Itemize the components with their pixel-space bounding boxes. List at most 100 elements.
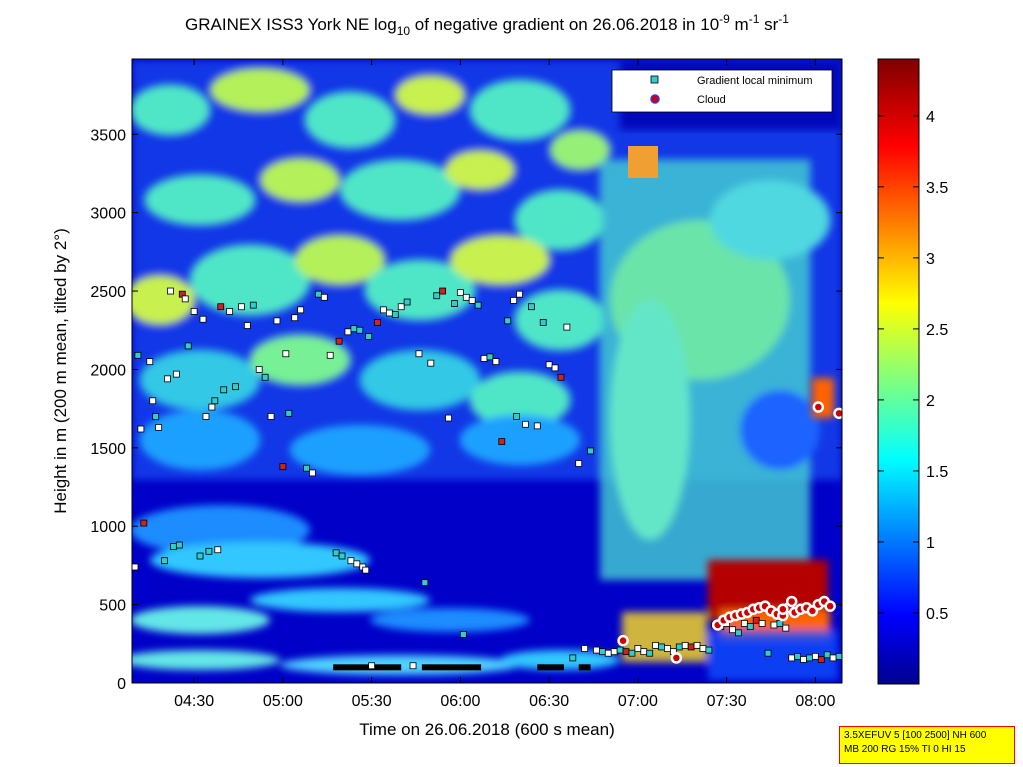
info-line-1: 3.5XEFUV 5 [100 2500] NH 600 (844, 730, 987, 741)
gradient-min-point (752, 616, 760, 624)
colorbar-tick-label: 1.5 (926, 464, 948, 481)
y-tick-label: 3000 (90, 206, 126, 223)
gradient-min-run (333, 664, 402, 671)
gradient-min-point (581, 645, 589, 652)
gradient-min-point (202, 413, 210, 420)
y-tick-label: 3500 (90, 127, 126, 144)
gradient-min-point (403, 298, 411, 306)
gradient-min-point (835, 652, 843, 660)
gradient-min-point (205, 547, 213, 555)
gradient-min-point (794, 652, 802, 660)
gradient-min-point (622, 648, 630, 656)
cloud-point (617, 634, 629, 647)
gradient-min-point (806, 654, 813, 662)
gradient-min-point (214, 546, 222, 554)
gradient-min-point (735, 629, 742, 637)
gradient-min-point (347, 557, 355, 565)
gradient-min-point (729, 626, 736, 634)
gradient-min-point (409, 662, 417, 670)
gradient-min-point (391, 311, 399, 318)
legend-cloud-label: Cloud (697, 94, 726, 106)
gradient-min-point (788, 654, 796, 662)
gradient-min-point (451, 300, 458, 307)
gradient-min-point (811, 652, 819, 660)
gradient-min-point (167, 287, 174, 295)
gradient-min-point (350, 325, 358, 333)
cloud-point (670, 652, 683, 664)
gradient-min-point (134, 351, 142, 359)
x-tick-label: 07:30 (707, 693, 747, 710)
gradient-min-point (368, 662, 376, 670)
y-tick-label: 500 (99, 598, 126, 615)
gradient-min-point (137, 425, 145, 433)
gradient-min-point (527, 303, 535, 311)
gradient-min-point (740, 620, 748, 627)
gradient-min-point (563, 323, 571, 331)
gradient-min-point (693, 641, 701, 649)
colorbar-tick-label: 3 (926, 251, 935, 268)
gradient-min-point (557, 373, 565, 381)
gradient-min-run (537, 664, 564, 671)
gradient-min-point (486, 353, 494, 361)
gradient-min-point (687, 643, 695, 651)
colorbar-tick-label: 2 (926, 393, 935, 410)
gradient-min-point (569, 654, 577, 662)
gradient-min-point (332, 549, 340, 557)
x-tick-label: 07:00 (618, 693, 658, 710)
gradient-min-point (297, 306, 305, 314)
legend: Gradient local minimum Cloud (611, 69, 833, 113)
x-tick-label: 06:30 (529, 693, 569, 710)
gradient-min-point (356, 326, 364, 334)
high-gradient-block (628, 146, 658, 178)
gradient-min-point (164, 375, 171, 383)
gradient-min-point (326, 351, 334, 359)
gradient-min-point (439, 287, 447, 295)
gradient-min-point (492, 358, 500, 365)
cloud-point (824, 600, 836, 612)
gradient-min-point (468, 297, 476, 304)
legend-gradient-marker (650, 75, 659, 84)
gradient-min-point (545, 361, 553, 369)
gradient-min-point (445, 414, 452, 422)
gradient-min-point (220, 386, 228, 394)
gradient-min-point (433, 292, 441, 300)
gradient-min-point (282, 350, 290, 358)
gradient-min-point (303, 464, 310, 472)
cloud-point (785, 595, 798, 608)
gradient-min-point (217, 303, 225, 311)
x-tick-label: 05:00 (263, 693, 303, 710)
gradient-min-point (675, 643, 683, 651)
chart-title: GRAINEX ISS3 York NE log10 of negative g… (185, 12, 789, 38)
gradient-min-point (155, 424, 163, 431)
gradient-min-point (456, 289, 464, 297)
settings-info-box: 3.5XEFUV 5 [100 2500] NH 600 MB 200 RG 1… (839, 726, 1015, 764)
gradient-min-point (149, 397, 157, 405)
gradient-min-point (634, 645, 642, 652)
gradient-min-point (758, 620, 766, 627)
colorbar: 0.5 1 1.5 2 2.5 3 3.5 4 (877, 58, 948, 685)
gradient-min-point (365, 333, 373, 340)
cloud-markers (617, 401, 845, 664)
gradient-min-point (681, 641, 689, 649)
y-axis: 0 500 1000 1500 2000 2500 3000 3500 (90, 127, 842, 693)
gradient-min-point (817, 656, 825, 663)
y-tick-label: 2500 (90, 284, 126, 301)
gradient-min-point (273, 317, 281, 325)
x-tick-label: 08:00 (795, 693, 835, 710)
gradient-min-point (516, 290, 523, 298)
gradient-min-point (551, 364, 559, 372)
x-axis: 04:30 05:00 05:30 06:00 06:30 07:00 07:30 08:00 (174, 59, 835, 710)
gradient-min-point (462, 293, 470, 301)
gradient-min-point (249, 301, 257, 309)
gradient-min-point (498, 438, 506, 445)
gradient-min-point (140, 519, 148, 527)
colorbar-tick-label: 2.5 (926, 322, 948, 339)
gradient-min-point (208, 403, 216, 411)
gradient-min-point (285, 409, 293, 417)
gradient-min-point (474, 301, 482, 309)
gradient-min-point (522, 420, 529, 428)
gradient-min-point (175, 541, 183, 549)
gradient-min-point (181, 295, 189, 303)
gradient-min-point (267, 413, 275, 420)
